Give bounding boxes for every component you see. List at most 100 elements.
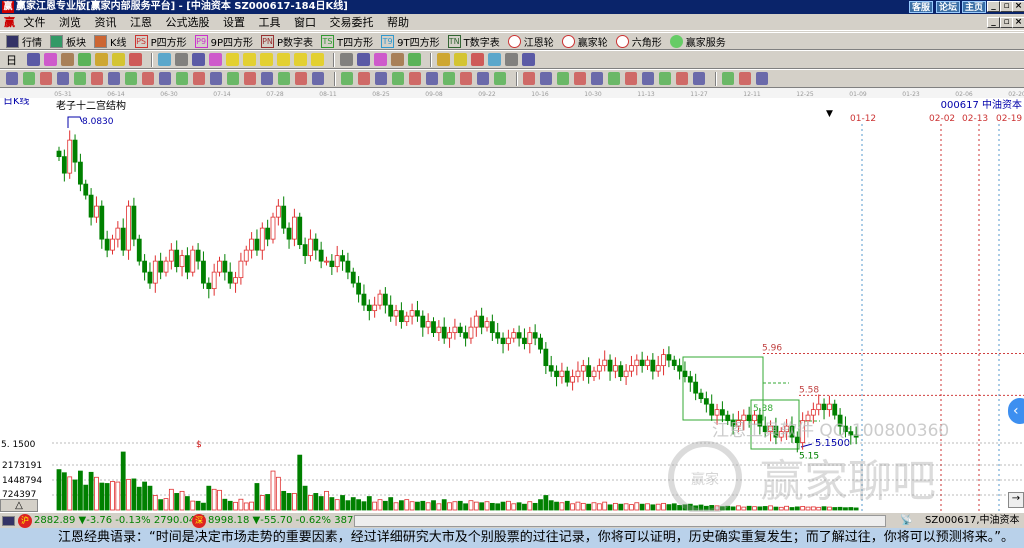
- parallel-icon[interactable]: [244, 72, 256, 85]
- ttt-icon[interactable]: [278, 72, 290, 85]
- balls-icon[interactable]: [739, 72, 751, 85]
- cycle-icon[interactable]: [312, 72, 324, 85]
- special-icon[interactable]: [112, 53, 125, 66]
- hash-icon[interactable]: [23, 72, 35, 85]
- n2-icon[interactable]: [159, 72, 171, 85]
- shanghai-index[interactable]: 2882.89 ▼-3.76 -0.13% 2790.04亿: [34, 515, 206, 526]
- right-icon[interactable]: [209, 53, 222, 66]
- customer-service-link[interactable]: 客服: [909, 1, 934, 13]
- fan2-icon[interactable]: [375, 72, 387, 85]
- fan3-icon[interactable]: [392, 72, 404, 85]
- gann-line-icon[interactable]: [40, 72, 52, 85]
- target-icon[interactable]: [193, 72, 205, 85]
- menu-news[interactable]: 资讯: [94, 16, 117, 29]
- report-icon[interactable]: [488, 53, 501, 66]
- menu-tools[interactable]: 工具: [258, 16, 281, 29]
- toolbar-tn[interactable]: TN T数字表: [447, 34, 500, 49]
- toolbar-ps[interactable]: PS P四方形: [134, 34, 187, 49]
- toolbar-gann-wheel[interactable]: 江恩轮: [507, 34, 554, 49]
- arrow-icon[interactable]: [608, 72, 620, 85]
- menu-browse[interactable]: 浏览: [59, 16, 81, 29]
- menu-trade[interactable]: 交易委托: [329, 16, 374, 29]
- diamond6-icon[interactable]: [311, 53, 324, 66]
- period-dropdown[interactable]: 日: [6, 53, 17, 67]
- last-icon[interactable]: [175, 53, 188, 66]
- menu-gann[interactable]: 江恩: [130, 16, 152, 29]
- lines2-icon[interactable]: [477, 72, 489, 85]
- text-icon[interactable]: [676, 72, 688, 85]
- toolbar-sector-blocks[interactable]: 板块: [50, 34, 86, 49]
- lines-icon[interactable]: [142, 72, 154, 85]
- diamond5-icon[interactable]: [294, 53, 307, 66]
- form-icon[interactable]: [471, 53, 484, 66]
- toolbar-hexagon[interactable]: 六角形: [615, 34, 662, 49]
- toolbar-dollar[interactable]: 赢家服务: [669, 34, 726, 49]
- wave-icon[interactable]: [426, 72, 438, 85]
- window-icon[interactable]: [522, 53, 535, 66]
- shenzhen-index[interactable]: 8998.18 ▼-55.70 -0.62% 3877.90: [208, 513, 376, 529]
- diamond1-icon[interactable]: [226, 53, 239, 66]
- flag-icon[interactable]: [129, 53, 142, 66]
- zigzag-icon[interactable]: [374, 53, 387, 66]
- menu-file[interactable]: 文件: [23, 16, 46, 29]
- fan4-icon[interactable]: [722, 72, 734, 85]
- toolbar-kline[interactable]: K线: [94, 34, 127, 49]
- calendar-icon[interactable]: [44, 53, 57, 66]
- minimize-button[interactable]: _: [987, 1, 1000, 12]
- home-link[interactable]: 主页: [962, 1, 987, 13]
- date-icon[interactable]: [437, 53, 450, 66]
- menu-settings[interactable]: 设置: [223, 16, 245, 29]
- toolbar-market-grid[interactable]: 行情: [6, 34, 42, 49]
- hh-icon[interactable]: [557, 72, 569, 85]
- diamond3-icon[interactable]: [260, 53, 273, 66]
- circle-icon[interactable]: [125, 72, 137, 85]
- angle-icon[interactable]: [176, 72, 188, 85]
- menu-formula[interactable]: 公式选股: [165, 16, 210, 29]
- calculator-icon[interactable]: [2, 516, 15, 526]
- close-button[interactable]: ×: [1012, 1, 1024, 12]
- crosshair-icon[interactable]: [357, 53, 370, 66]
- chart-icon[interactable]: [61, 53, 74, 66]
- grid3-icon[interactable]: [443, 72, 455, 85]
- x-icon[interactable]: [591, 72, 603, 85]
- grid2-icon[interactable]: [295, 72, 307, 85]
- flags-icon[interactable]: [642, 72, 654, 85]
- horizontal-scrollbar[interactable]: [354, 515, 886, 527]
- calculator-icon[interactable]: [454, 53, 467, 66]
- child-close-button[interactable]: ×: [1012, 17, 1024, 28]
- mm-icon[interactable]: [574, 72, 586, 85]
- color-icon[interactable]: [756, 72, 768, 85]
- child-minimize-button[interactable]: _: [987, 17, 1000, 28]
- toolbar-ts[interactable]: TS T四方形: [321, 34, 373, 49]
- kline-chart[interactable]: 日K线 老子十二宫结构 000617 中油资本 8.0830 5. 1500 5…: [0, 88, 1024, 512]
- candle-type-icon[interactable]: [95, 53, 108, 66]
- fib-icon[interactable]: [523, 72, 535, 85]
- chart-canvas[interactable]: 日K线 老子十二宫结构 000617 中油资本 8.0830 5. 1500 5…: [0, 88, 1024, 512]
- chart9-icon[interactable]: [78, 53, 91, 66]
- star-icon[interactable]: [210, 72, 222, 85]
- toolbar-t9[interactable]: T9 9T四方形: [381, 34, 440, 49]
- hand-icon[interactable]: [340, 53, 353, 66]
- diamond2-icon[interactable]: [243, 53, 256, 66]
- box-icon[interactable]: [227, 72, 239, 85]
- mark-icon[interactable]: [659, 72, 671, 85]
- tt-icon[interactable]: [261, 72, 273, 85]
- left-icon[interactable]: [192, 53, 205, 66]
- side-panel-toggle[interactable]: ‹: [1008, 398, 1024, 424]
- grid-icon[interactable]: [27, 53, 40, 66]
- ruler-icon[interactable]: [108, 72, 120, 85]
- pen-icon[interactable]: [6, 72, 18, 85]
- forum-link[interactable]: 论坛: [936, 1, 961, 13]
- fork-icon[interactable]: [74, 72, 86, 85]
- grid4-icon[interactable]: [460, 72, 472, 85]
- menu-window[interactable]: 窗口: [294, 16, 316, 29]
- toggle-subchart-button[interactable]: △: [0, 499, 38, 512]
- toolbar-pn[interactable]: PN P数字表: [261, 34, 313, 49]
- scroll-right-button[interactable]: →: [1008, 492, 1024, 508]
- diamond4-icon[interactable]: [277, 53, 290, 66]
- first-icon[interactable]: [158, 53, 171, 66]
- tool-icon[interactable]: [391, 53, 404, 66]
- angle2-icon[interactable]: [409, 72, 421, 85]
- ruler2-icon[interactable]: [693, 72, 705, 85]
- globe-icon[interactable]: [408, 53, 421, 66]
